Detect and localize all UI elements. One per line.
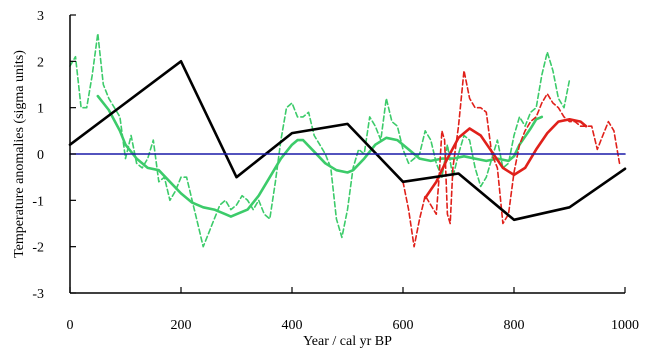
y-tick-label: 3: [37, 9, 44, 24]
x-tick-label: 0: [67, 318, 74, 333]
series-line-4: [68, 60, 627, 222]
y-tick-label: 2: [37, 55, 44, 70]
series-layer: [68, 32, 627, 248]
y-tick-label: -3: [32, 287, 44, 302]
x-tick-label: 1000: [611, 318, 639, 333]
y-tick-label: 1: [37, 102, 44, 117]
y-tick-label: -2: [32, 241, 44, 256]
y-axis-title: Temperature anomalies (sigma units): [12, 50, 27, 258]
x-axis-title: Year / cal yr BP: [303, 334, 392, 349]
series-line-1: [96, 94, 544, 218]
series-line-0: [69, 32, 571, 248]
ticks-layer: 0 200 400 600 800 1000 -3 -2 -1 0 1 2 3: [32, 9, 639, 333]
x-tick-label: 600: [393, 318, 414, 333]
x-tick-label: 200: [171, 318, 192, 333]
y-tick-label: 0: [37, 148, 44, 163]
x-tick-label: 400: [282, 318, 303, 333]
series-line-3: [423, 118, 588, 200]
y-tick-label: -1: [32, 194, 44, 209]
x-tick-label: 800: [504, 318, 525, 333]
